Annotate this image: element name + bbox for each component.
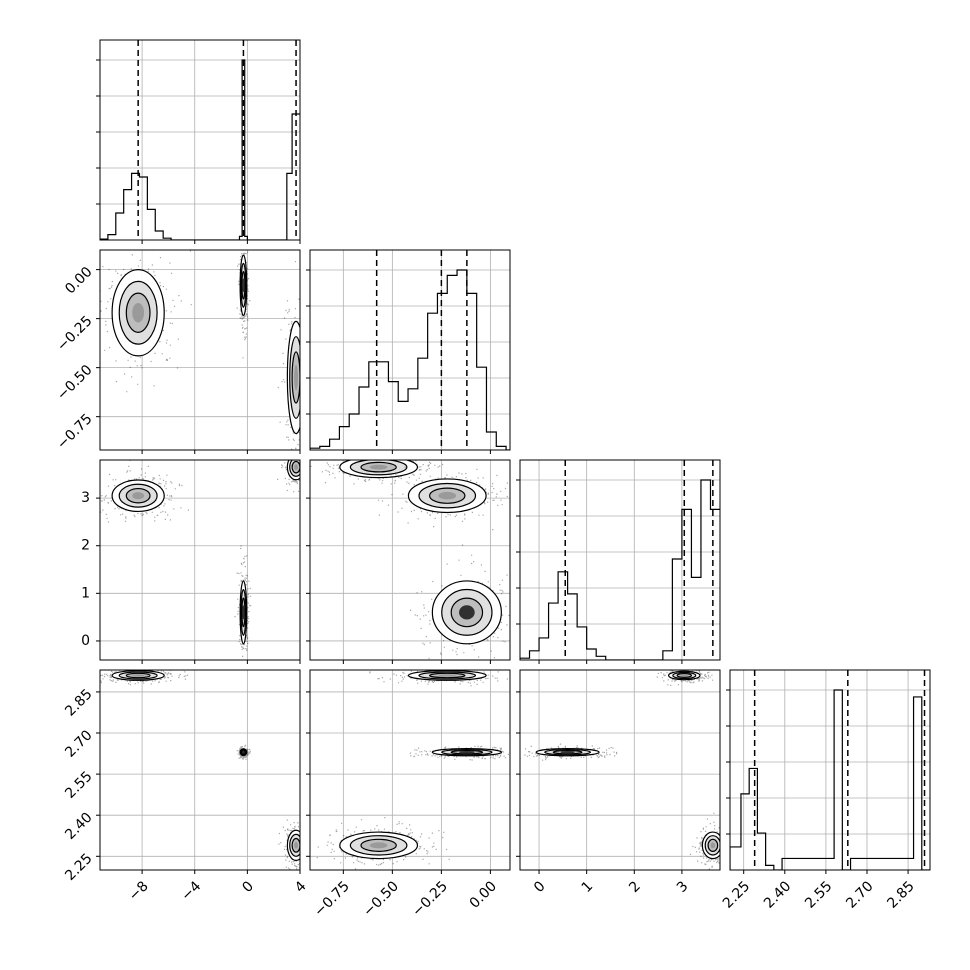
panel-0-0	[96, 39, 301, 244]
panel-frame	[309, 249, 511, 451]
x-tick-label: 0	[531, 878, 549, 896]
y-tick-label: 2.55	[62, 768, 95, 801]
panel-3-1: −0.75 −0.50 −0.25 0.00	[306, 669, 511, 920]
density-layer	[520, 670, 720, 870]
x-tick-label: 0.00	[467, 878, 500, 911]
density-layer	[310, 460, 510, 659]
panel-3-0: −8 −4 0 4 2.25 2.40 2.55 2.70 2.85	[62, 669, 310, 904]
density-layer	[316, 670, 510, 870]
panel-frame	[309, 459, 511, 661]
x-tick-label: 3	[674, 878, 692, 896]
density-level	[132, 674, 145, 677]
panel-2-2	[516, 459, 721, 664]
panel-1-1	[306, 249, 511, 454]
density-level	[369, 842, 388, 849]
y-tick-label: −0.75	[54, 411, 96, 453]
x-tick-label: 2.25	[720, 878, 753, 911]
x-tick-label: −4	[178, 878, 204, 904]
panel-frame	[729, 669, 931, 871]
histogram-step	[100, 59, 300, 240]
density-level	[132, 302, 145, 323]
x-tick-label: −0.50	[360, 878, 402, 920]
density-level	[459, 605, 475, 620]
density-level	[459, 750, 475, 754]
density-level	[369, 464, 388, 470]
y-tick-label: 3	[81, 490, 90, 506]
density-level	[132, 492, 145, 500]
x-tick-label: 2.55	[802, 878, 835, 911]
density-layer	[100, 460, 300, 660]
y-tick-label: 2.25	[62, 851, 95, 884]
y-tick-label: 2.70	[62, 727, 95, 760]
panel-frame	[519, 459, 721, 661]
y-tick-label: 0.00	[62, 264, 95, 297]
density-level	[242, 605, 245, 620]
panel-frame	[99, 249, 301, 451]
x-tick-label: 0	[239, 878, 257, 896]
density-layer	[100, 250, 300, 450]
panel-1-0: −0.75 −0.50 −0.25 0.00	[54, 249, 301, 454]
density-level	[680, 674, 688, 677]
y-tick-label: 1	[81, 585, 90, 601]
y-tick-label: 0	[81, 633, 90, 649]
panel-frame	[309, 669, 511, 871]
x-tick-label: 2.70	[843, 878, 876, 911]
density-level	[438, 674, 457, 677]
x-tick-label: −0.75	[311, 878, 353, 920]
panel-frame	[99, 39, 301, 241]
x-tick-label: 2.40	[761, 878, 794, 911]
histogram-step	[730, 689, 930, 870]
panel-frame	[99, 459, 301, 661]
x-tick-label: −8	[126, 878, 152, 904]
panel-2-0: 0 1 2 3	[81, 459, 301, 664]
density-level	[242, 278, 245, 293]
density-level	[242, 750, 245, 754]
panel-frame	[519, 669, 721, 871]
y-tick-label: 2.85	[62, 686, 95, 719]
x-tick-label: −0.25	[409, 878, 451, 920]
density-level	[560, 750, 575, 754]
y-tick-label: −0.50	[54, 362, 96, 404]
y-tick-label: 2.40	[62, 810, 95, 843]
x-tick-label: 4	[292, 878, 310, 896]
x-tick-label: 2	[626, 878, 644, 896]
panel-3-2: 0 1 2 3	[516, 669, 721, 896]
density-level	[438, 491, 457, 500]
y-tick-label: 2	[81, 538, 90, 554]
histogram-step	[310, 269, 510, 450]
x-tick-label: 1	[579, 878, 597, 896]
density-level	[294, 364, 299, 391]
histogram-step	[520, 479, 720, 660]
density-level	[294, 464, 299, 470]
sample-scatter	[100, 670, 189, 686]
panel-2-1	[306, 459, 511, 664]
y-tick-label: −0.25	[54, 313, 96, 355]
panel-3-3: 2.25 2.40 2.55 2.70 2.85	[720, 669, 931, 912]
panel-frame	[99, 669, 301, 871]
density-level	[710, 842, 716, 849]
sample-scatter	[100, 460, 189, 523]
density-layer	[100, 670, 300, 870]
x-tick-label: 2.85	[884, 878, 917, 911]
density-level	[294, 841, 299, 849]
